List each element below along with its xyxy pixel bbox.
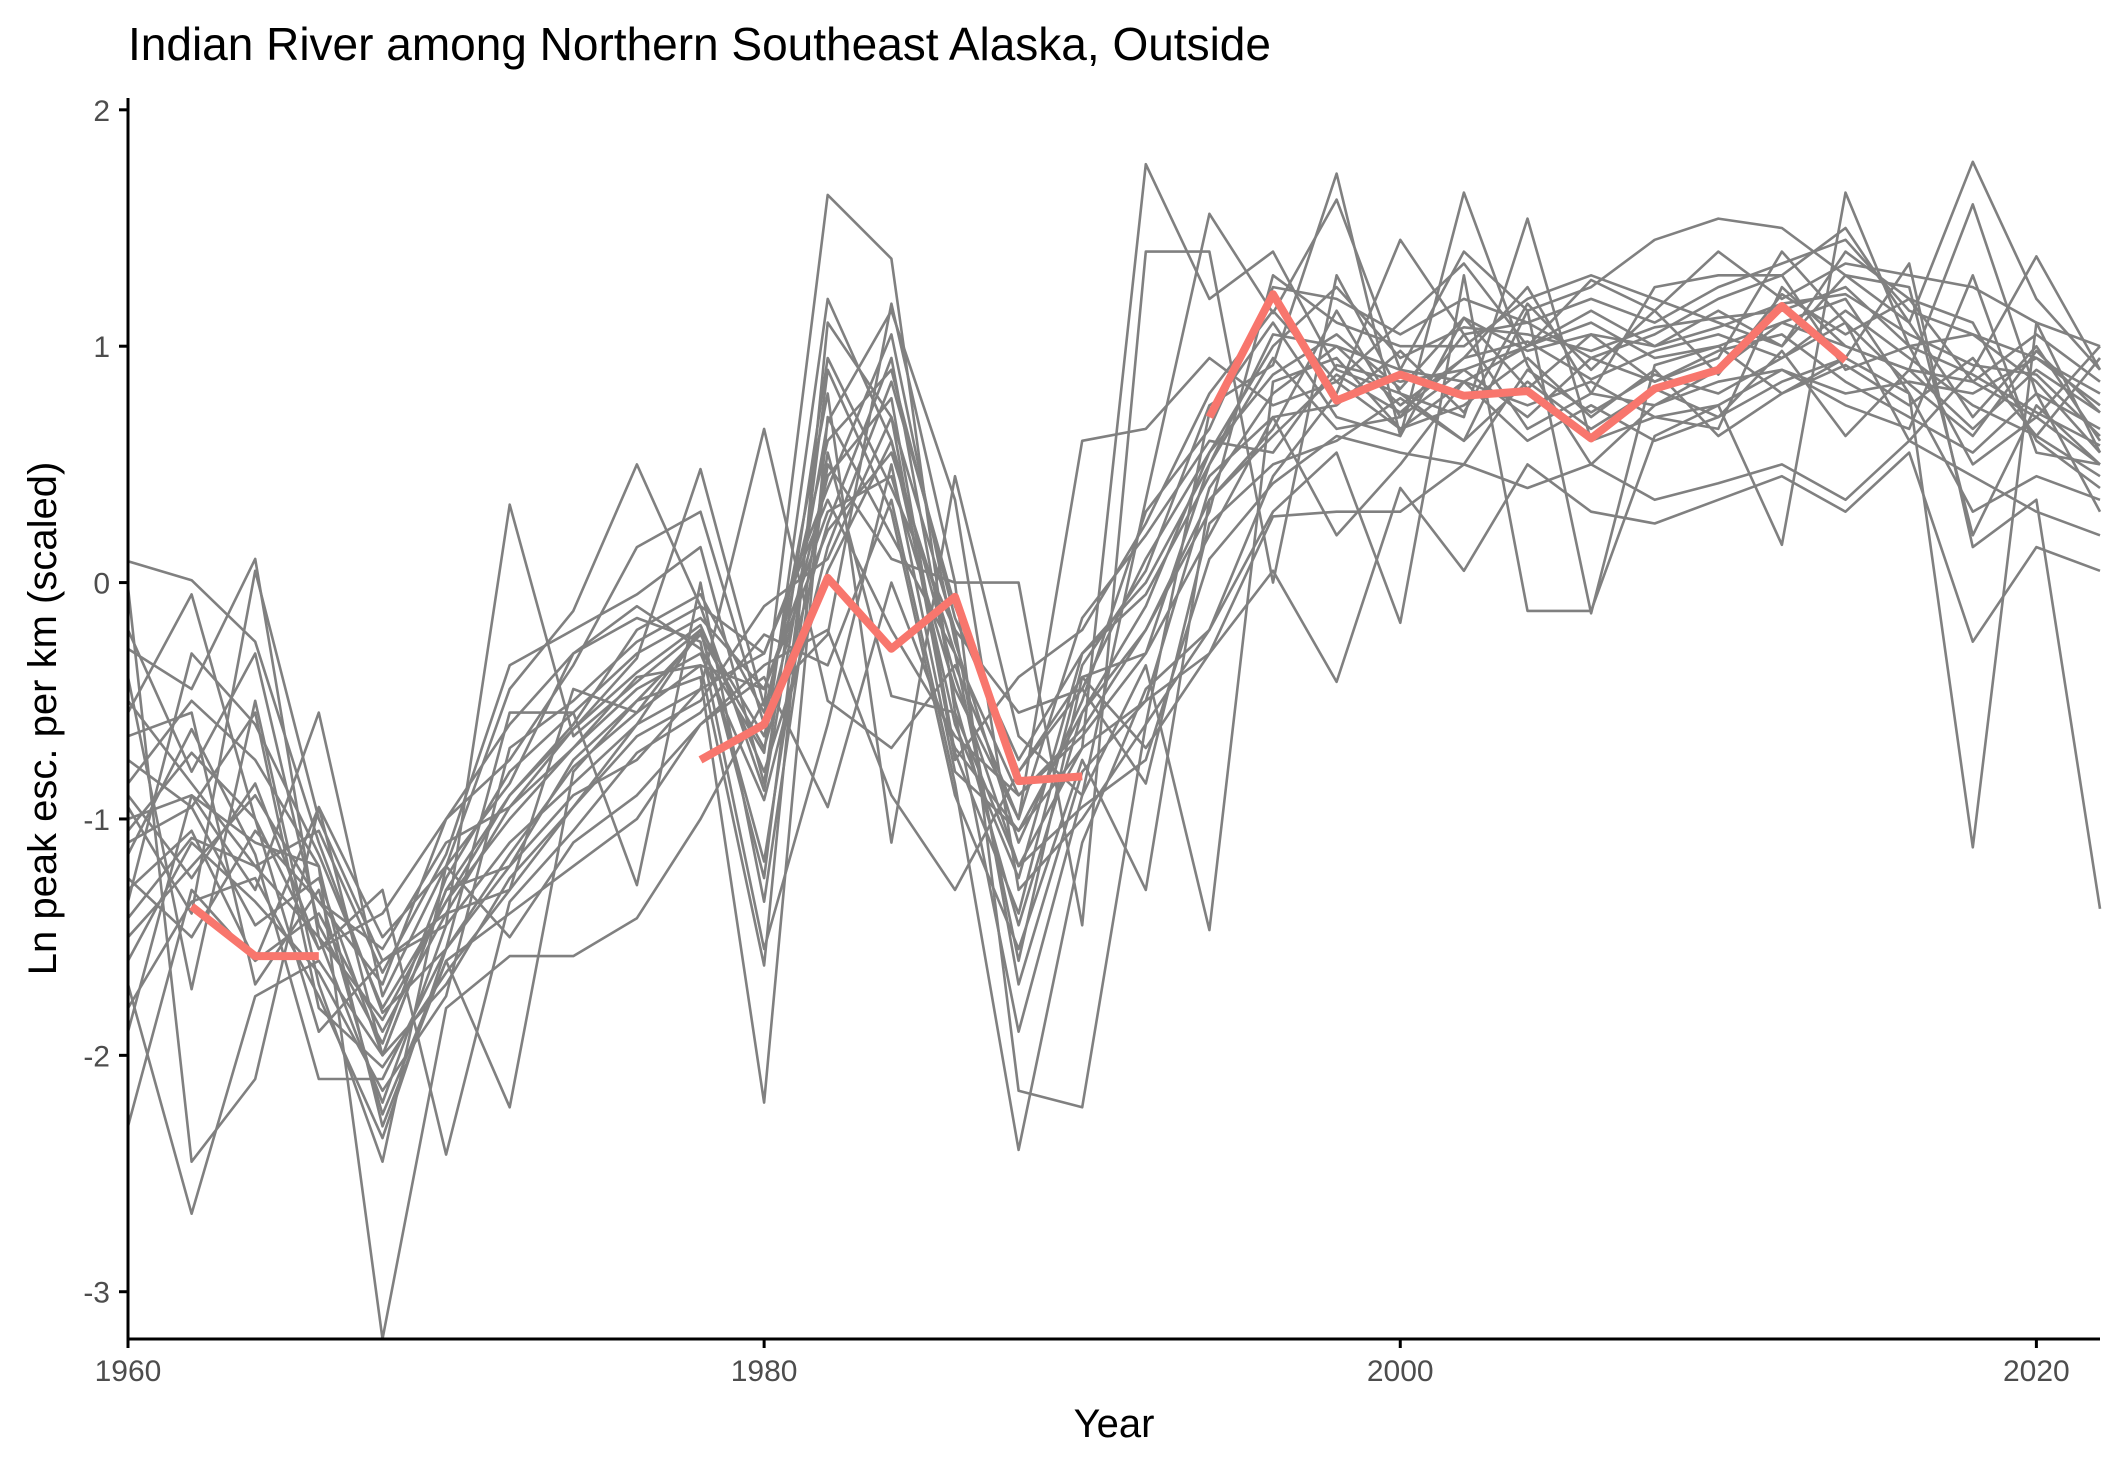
background-series-line-5	[128, 191, 2102, 1339]
background-series-line-17	[128, 274, 2101, 963]
background-series-line-10	[128, 321, 2101, 1215]
background-series-line-23	[128, 356, 2102, 951]
y-axis-ticks: -3 -2 -1 0 1 2	[83, 95, 128, 1310]
chart-title: Indian River among Northern Southeast Al…	[128, 18, 1271, 70]
background-series-line-4	[128, 238, 2101, 1156]
y-tick-label--3: -3	[83, 1277, 110, 1310]
focal-series-segment-3	[1205, 290, 1849, 443]
background-series-line-22	[128, 274, 2101, 1010]
y-tick-label-2: 2	[93, 95, 110, 128]
focal-series-group	[189, 290, 1849, 961]
x-tick-label-1960: 1960	[95, 1355, 162, 1388]
background-series-line-2	[128, 160, 2101, 1163]
background-series-line-15	[128, 309, 2101, 1033]
x-tick-label-2000: 2000	[1367, 1355, 1434, 1388]
focal-series-segment-2	[698, 573, 1083, 786]
background-series-line-25	[128, 349, 2101, 974]
y-tick-label-1: 1	[93, 331, 110, 364]
background-series-group	[128, 160, 2102, 1339]
y-tick-label-0: 0	[93, 568, 110, 601]
focal-series-segment-1	[189, 903, 319, 961]
y-tick-label--2: -2	[83, 1040, 110, 1073]
background-series-line-11	[128, 356, 2101, 1128]
y-axis-title: Ln peak esc. per km (scaled)	[21, 462, 65, 976]
x-axis-ticks: 1960 1980 2000 2020	[95, 1339, 2070, 1388]
background-series-line-21	[128, 451, 2101, 1116]
x-axis-title: Year	[1074, 1402, 1155, 1446]
background-series-line-20	[128, 292, 2101, 951]
background-series-line-13	[128, 439, 2101, 1163]
x-tick-label-1980: 1980	[731, 1355, 798, 1388]
x-tick-label-2020: 2020	[2003, 1355, 2070, 1388]
background-series-line-9	[128, 250, 2101, 986]
background-series-line-18	[128, 238, 2101, 1093]
background-series-line-26	[128, 250, 2101, 1069]
y-tick-label--1: -1	[83, 804, 110, 837]
